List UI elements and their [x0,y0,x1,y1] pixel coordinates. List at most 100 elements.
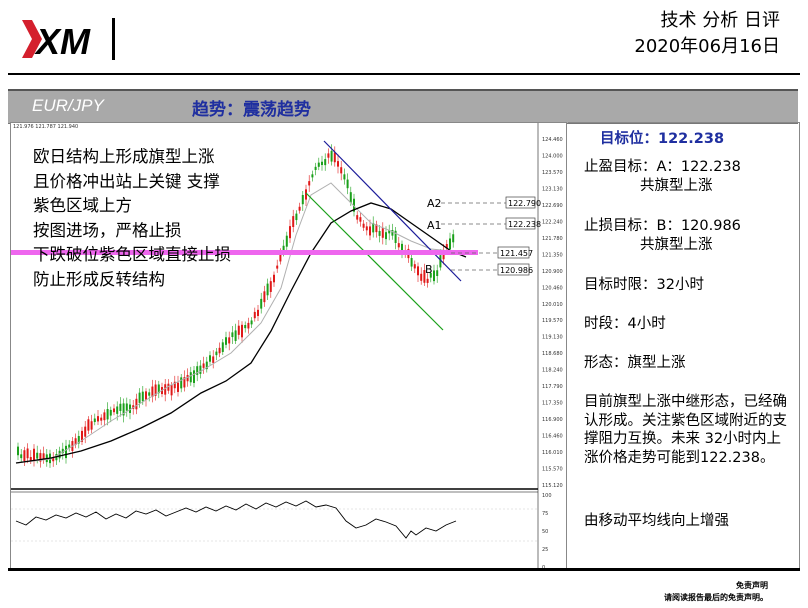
price-tick-label: 124.460 [542,137,563,143]
candle-body [141,391,144,402]
candle-body [125,403,128,411]
candle-body [346,179,349,189]
note-line: 下跌破位紫色区域直接止损 [33,245,231,264]
candle-body [23,450,26,462]
candle-body [103,412,106,421]
candle-body [93,418,96,423]
candle-body [196,366,199,375]
candle-body [234,330,237,341]
candle-body [113,408,115,413]
instrument-bar: EUR/JPY 趋势：震荡趋势 [8,89,798,124]
oscillator-tick-label: 0 [542,565,545,569]
price-tick-label: 116.900 [542,417,563,423]
label-b-value: 120.986 [500,266,533,275]
candle-body [65,445,67,459]
candle-body [109,409,112,416]
candle-body [87,419,90,431]
candle-body [423,270,426,283]
price-tick-label: 116.460 [542,434,563,440]
candle-body [375,224,378,233]
take-profit: 止盈目标：A：122.238 共旗型上涨 [584,158,741,196]
candle-body [157,384,160,394]
candle-body [276,265,279,269]
price-tick-label: 123.570 [542,170,563,176]
label-support-value: 121.457 [500,249,533,258]
report-date: 2020年06月16日 [634,36,780,57]
candle-body [301,195,304,205]
candle-body [247,322,250,329]
candle-body [394,230,397,243]
price-tick-label: 121.780 [542,236,563,242]
candle-body [417,266,419,276]
stop-loss-label: 止损目标：B：120.986 [584,218,741,234]
candle-body [225,337,227,345]
candle-body [189,372,192,383]
price-tick-label: 122.690 [542,203,563,209]
label-a2-value: 122.790 [508,199,541,208]
candle-body [215,351,218,356]
price-tick-label: 123.130 [542,186,563,192]
note-line: 防止形成反转结构 [33,269,165,289]
price-tick-label: 120.460 [542,285,563,291]
candle-body [33,448,35,462]
oscillator-tick-label: 25 [542,547,548,553]
candle-body [151,386,154,397]
price-tick-label: 121.350 [542,252,563,258]
candle-body [362,223,365,228]
target-price: 目标位：122.238 [600,131,725,147]
fast-ma [15,182,452,464]
candle-body [253,311,256,319]
note-line: 紫色区域上方 [33,196,132,215]
stop-loss: 止损目标：B：120.986 共旗型上涨 [584,217,741,255]
svg-text:XM: XM [34,21,91,62]
oscillator-tick-label: 50 [542,529,548,535]
candle-body [433,270,435,282]
candle-body [97,416,99,422]
candle-body [257,309,259,316]
candle-body [317,162,320,167]
candle-body [186,375,189,382]
candle-body [413,264,416,269]
timeframe: 时段：4小时 [584,316,666,332]
candle-body [452,234,455,243]
channel-upper-line [323,140,462,282]
candle-body [353,198,355,212]
candle-body [372,223,375,233]
slow-ma [15,202,467,464]
candle-body [436,270,439,276]
price-tick-label: 115.120 [542,483,563,489]
candle-body [397,243,400,248]
price-tick-label: 119.130 [542,335,563,341]
footer-divider [8,568,800,571]
header-divider [8,73,800,75]
candle-body [385,232,387,240]
oscillator-line [15,500,457,539]
price-tick-label: 119.570 [542,318,563,324]
candle-body [327,153,330,158]
candle-body [164,384,167,395]
candle-body [29,457,32,461]
candle-body [429,272,432,278]
candle-body [122,403,125,416]
candle-body [36,452,39,459]
disclaimer-title: 免责声明 [736,581,768,590]
candle-body [449,238,451,250]
candle-body [81,430,83,442]
candle-body [311,174,314,178]
note-line: 按图进场，严格止损 [33,220,182,240]
candle-body [369,226,371,236]
candle-body [305,189,307,200]
candle-body [279,253,282,262]
candle-body [401,243,403,253]
candle-body [145,391,147,400]
candle-body [20,454,23,459]
candle-body [17,446,19,456]
candle-body [180,377,183,389]
ma-note: 由移动平均线向上增强 [584,513,729,529]
candle-body [228,337,231,344]
candle-body [183,377,186,388]
candle-body [298,206,301,211]
candle-body [356,215,359,220]
price-tick-label: 122.240 [542,219,563,225]
candle-body [218,347,221,354]
